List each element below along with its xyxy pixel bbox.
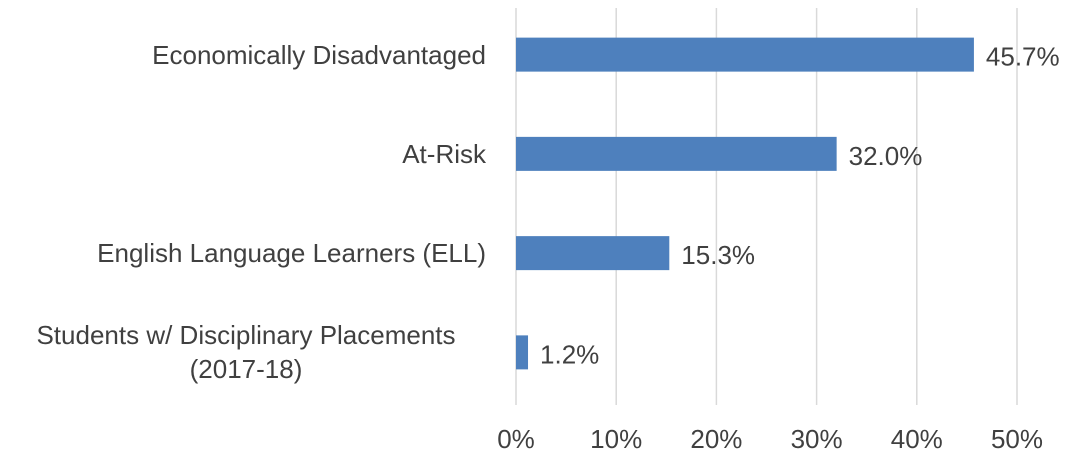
category-text: English Language Learners (ELL) (97, 238, 486, 269)
category-label: At-Risk (402, 137, 486, 171)
bar (516, 335, 529, 370)
category-label: English Language Learners (ELL) (97, 236, 486, 270)
x-tick-label: 10% (590, 424, 642, 454)
x-tick-label: 0% (497, 424, 535, 454)
x-tick-label: 20% (690, 424, 742, 454)
bar (516, 37, 974, 72)
category-label: Students w/ Disciplinary Placements (201… (6, 318, 486, 386)
data-label: 15.3% (681, 240, 755, 270)
x-tick-label: 50% (991, 424, 1043, 454)
category-text: Students w/ Disciplinary Placements (201… (36, 320, 456, 385)
bar (516, 236, 670, 271)
bar (516, 136, 837, 171)
x-tick-label: 30% (791, 424, 843, 454)
data-label: 32.0% (849, 141, 923, 171)
category-label: Economically Disadvantaged (152, 38, 486, 72)
category-text: Economically Disadvantaged (152, 39, 486, 70)
x-tick-label: 40% (891, 424, 943, 454)
data-label: 45.7% (986, 42, 1060, 72)
category-text: At-Risk (402, 138, 486, 169)
data-label: 1.2% (540, 339, 599, 369)
